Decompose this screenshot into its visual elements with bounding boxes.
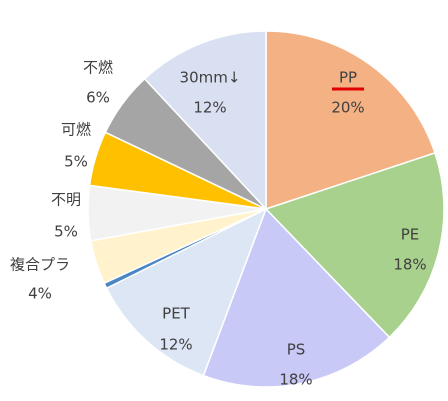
value-label: 6%	[86, 89, 110, 107]
slice-label: PS	[287, 341, 306, 359]
value-label: 18%	[279, 371, 312, 389]
value-label: 12%	[193, 99, 226, 117]
slice-label: PE	[401, 226, 420, 244]
slice-label: PP	[339, 69, 357, 87]
slice-label: 可燃	[61, 121, 91, 139]
pie-slice	[105, 207, 268, 377]
value-label: 5%	[54, 223, 78, 241]
value-label: 4%	[28, 285, 52, 303]
value-label: 18%	[393, 256, 426, 274]
value-label: 20%	[331, 99, 364, 117]
slice-label: 複合プラ	[10, 256, 70, 274]
value-label: 5%	[64, 153, 88, 171]
slice-label: PET	[162, 305, 191, 323]
slice-label: 30mm↓	[180, 69, 241, 87]
slice-label: 不燃	[83, 59, 113, 77]
slice-label: 不明	[51, 191, 81, 209]
pie-slice	[264, 151, 445, 339]
value-label: 12%	[159, 336, 192, 354]
pie-slice	[143, 30, 267, 211]
pie-slice	[265, 30, 436, 211]
